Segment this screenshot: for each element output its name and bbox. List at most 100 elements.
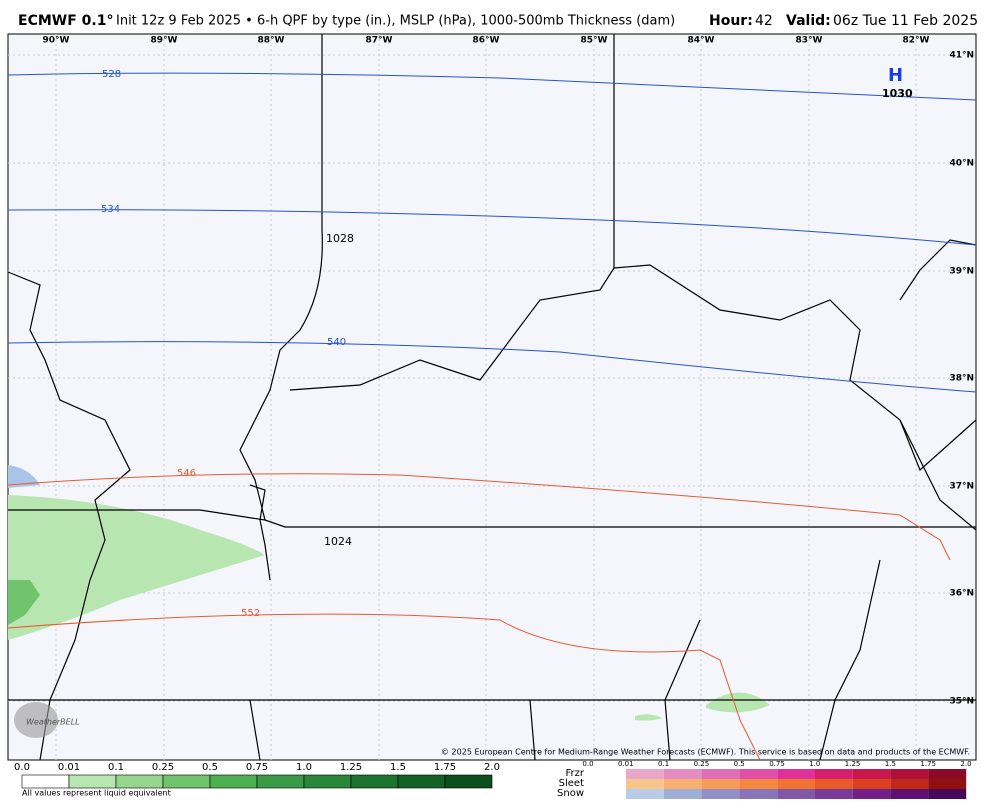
legend-swatch bbox=[626, 789, 664, 799]
valid: 06z Tue 11 Feb 2025 bbox=[833, 13, 978, 29]
logo: WeatherBELL bbox=[26, 718, 80, 727]
legend-tick: 1.75 bbox=[920, 760, 936, 768]
legend-tick: 1.5 bbox=[885, 760, 896, 768]
legend-tick: 0.1 bbox=[108, 762, 124, 773]
pressure-labels: 1028 1024 1030 bbox=[324, 87, 913, 548]
thickness-cold bbox=[7, 72, 977, 393]
legend-swatch bbox=[890, 789, 929, 799]
longitude-label: 84°W bbox=[688, 36, 715, 46]
legend-tick: 1.5 bbox=[390, 762, 406, 773]
legend-tick: 0.5 bbox=[734, 760, 745, 768]
legend-tick: 0.25 bbox=[152, 762, 174, 773]
legend-tick: 1.0 bbox=[296, 762, 312, 773]
legend-swatch bbox=[701, 779, 740, 789]
longitude-label: 90°W bbox=[43, 36, 70, 46]
high-marker: H bbox=[888, 65, 903, 86]
legend-swatch bbox=[256, 774, 305, 789]
thickness-warm-labels: 546 552 bbox=[177, 468, 260, 619]
borders bbox=[7, 34, 977, 761]
legend-swatch bbox=[350, 774, 399, 789]
legend-tick: 1.75 bbox=[434, 762, 456, 773]
legend-swatch bbox=[815, 789, 853, 799]
contour-label: 546 bbox=[177, 468, 196, 479]
logo-icon bbox=[14, 702, 58, 738]
legend-swatch bbox=[701, 789, 740, 799]
subtitle: Init 12z 9 Feb 2025 • 6-h QPF by type (i… bbox=[116, 14, 675, 29]
legend-swatch bbox=[928, 769, 967, 779]
legend-tick: 1.25 bbox=[340, 762, 362, 773]
longitude-label: 88°W bbox=[258, 36, 285, 46]
legend-swatch bbox=[626, 779, 664, 789]
legend-swatch bbox=[162, 774, 211, 789]
legend-swatch bbox=[663, 789, 702, 799]
contour-label: 1024 bbox=[324, 535, 352, 548]
legend-swatch bbox=[626, 769, 664, 779]
legend-tick: 0.1 bbox=[658, 760, 669, 768]
legend-swatch bbox=[739, 789, 778, 799]
valid-label: Valid: bbox=[786, 13, 831, 29]
contour-label: 528 bbox=[102, 69, 121, 80]
legend-swatch bbox=[21, 774, 70, 789]
legend-swatch bbox=[928, 779, 967, 789]
latitude-label: 37°N bbox=[949, 482, 974, 492]
legend-swatch bbox=[68, 774, 117, 789]
legend-tick: 1.25 bbox=[845, 760, 861, 768]
legend-swatch bbox=[890, 769, 929, 779]
contour-label: 1028 bbox=[326, 232, 354, 245]
longitude-label: 87°W bbox=[366, 36, 393, 46]
legend-swatch bbox=[701, 769, 740, 779]
legend-tick: 0.75 bbox=[769, 760, 785, 768]
legend-tick: 2.0 bbox=[484, 762, 500, 773]
legend-swatch bbox=[663, 769, 702, 779]
thickness-cold-labels: 528 534 540 bbox=[101, 69, 346, 348]
legend-tick: 0.25 bbox=[694, 760, 710, 768]
latitude-label: 40°N bbox=[949, 159, 974, 169]
longitude-label: 82°W bbox=[903, 36, 930, 46]
legend-type: Frzr bbox=[566, 768, 585, 779]
legend-swatch bbox=[815, 779, 853, 789]
legend-swatch bbox=[777, 789, 815, 799]
legend-tick: 0.0 bbox=[582, 760, 593, 768]
longitude-label: 85°W bbox=[581, 36, 608, 46]
legend-tick: 0.01 bbox=[58, 762, 80, 773]
legend-swatch bbox=[444, 774, 493, 789]
legend-type: Snow bbox=[557, 788, 584, 799]
legend-tick: 2.0 bbox=[960, 760, 971, 768]
legend-swatch bbox=[928, 789, 967, 799]
legend-tick: 0.75 bbox=[246, 762, 268, 773]
legend-tick: 1.0 bbox=[809, 760, 820, 768]
latitude-label: 35°N bbox=[949, 697, 974, 707]
legend-swatch bbox=[739, 769, 778, 779]
legend-swatch bbox=[397, 774, 446, 789]
legend-swatch bbox=[663, 779, 702, 789]
legend-type: Sleet bbox=[559, 778, 584, 789]
longitude-label: 86°W bbox=[473, 36, 500, 46]
legend-swatch bbox=[852, 779, 891, 789]
longitude-label: 83°W bbox=[796, 36, 823, 46]
contour-label: 534 bbox=[101, 204, 120, 215]
legend-swatch bbox=[777, 779, 815, 789]
contour-label: 552 bbox=[241, 608, 260, 619]
legend-note: All values represent liquid equivalent bbox=[22, 789, 171, 798]
thickness-warm bbox=[7, 473, 951, 761]
longitude-label: 89°W bbox=[151, 36, 178, 46]
legend-swatch bbox=[209, 774, 258, 789]
legend-tick: 0.01 bbox=[618, 760, 634, 768]
legend-tick: 0.5 bbox=[202, 762, 218, 773]
latitude-label: 39°N bbox=[949, 267, 974, 277]
model: ECMWF 0.1° bbox=[18, 13, 113, 29]
legend-swatch bbox=[739, 779, 778, 789]
legend-tick: 0.0 bbox=[14, 762, 30, 773]
legend-swatch bbox=[115, 774, 164, 789]
hour-label: Hour: bbox=[709, 13, 753, 29]
legend-swatch bbox=[303, 774, 352, 789]
contour-label: 1030 bbox=[882, 87, 913, 100]
latitude-label: 38°N bbox=[949, 374, 974, 384]
latitude-label: 36°N bbox=[949, 589, 974, 599]
hour: 42 bbox=[755, 13, 773, 29]
legend-swatch bbox=[777, 769, 815, 779]
copyright: © 2025 European Centre for Medium-Range … bbox=[441, 748, 970, 757]
contour-label: 540 bbox=[327, 337, 346, 348]
map-frame bbox=[7, 33, 977, 761]
